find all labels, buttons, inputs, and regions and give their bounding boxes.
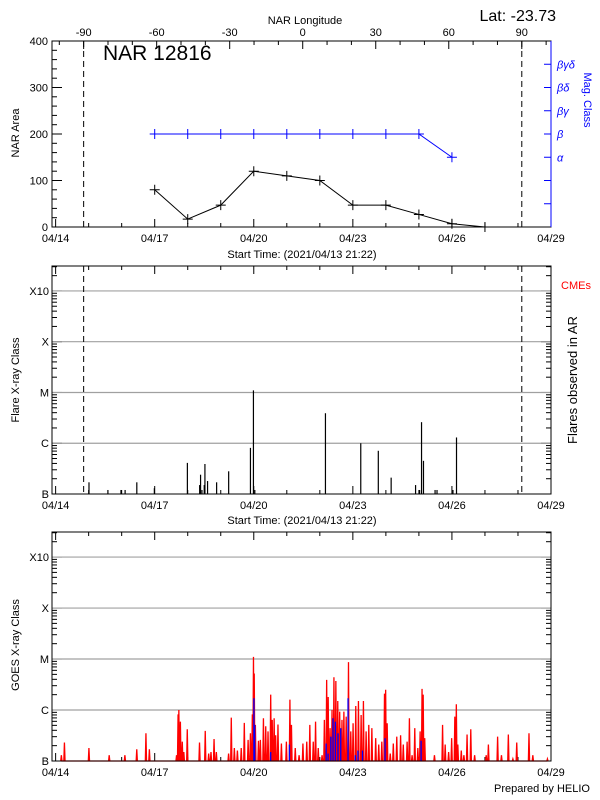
x-tick-label: 04/20: [240, 233, 268, 245]
nar-area-point: [413, 209, 424, 220]
longitude-tick-label: 90: [516, 27, 528, 39]
y-tick-label: 0: [42, 222, 48, 234]
y-tick-label: 400: [30, 36, 48, 48]
x-tick-label: 04/26: [438, 500, 466, 512]
x-tick-label: 04/17: [141, 500, 169, 512]
credit-label: Prepared by HELIO: [494, 783, 590, 795]
y-axis-label-flare-class: Flare X-ray Class: [10, 337, 22, 422]
x-tick-label: 04/14: [42, 767, 70, 779]
mag-class-point: [281, 129, 292, 139]
latitude-label: Lat: -23.73: [480, 8, 557, 25]
nar-area-point: [215, 200, 226, 211]
x-tick-label: 04/14: [42, 233, 70, 245]
x-tick-label: 04/29: [537, 767, 565, 779]
y-tick-label: X: [42, 603, 50, 615]
x-tick-label: 04/14: [42, 500, 70, 512]
x-tick-label: 04/26: [438, 233, 466, 245]
x-tick-label: 04/29: [537, 500, 565, 512]
mag-class-tick-label: β: [556, 129, 564, 141]
mag-class-tick-label: α: [557, 152, 564, 164]
mag-class-point: [248, 129, 259, 139]
mag-class-point: [413, 129, 424, 139]
y-tick-label: X: [42, 337, 50, 349]
mag-class-point: [380, 129, 391, 139]
y-tick-label: M: [40, 387, 49, 399]
y2-axis-label-flares: Flares observed in AR: [565, 316, 580, 444]
y-tick-label: 200: [30, 129, 48, 141]
longitude-tick-label: 0: [300, 27, 306, 39]
x-tick-label: 04/29: [537, 233, 565, 245]
top-axis-label: NAR Longitude: [268, 15, 343, 27]
y-axis-label-nar-area: NAR Area: [10, 108, 22, 158]
longitude-tick-label: -90: [76, 27, 92, 39]
x-tick-label: 04/23: [339, 500, 367, 512]
x-tick-label: 04/26: [438, 767, 466, 779]
panel-flares: B C M X X10 04/14 04/17 04/20 04/23 04/26 04/29: [29, 265, 565, 512]
x-tick-label: 04/20: [240, 500, 268, 512]
x-axis-label-panel2: Start Time: (2021/04/13 21:22): [227, 515, 376, 527]
y2-axis-label-mag-class: Mag. Class: [581, 72, 593, 128]
y-tick-label: C: [41, 438, 49, 450]
nar-area-point: [281, 170, 292, 181]
y-tick-label: B: [42, 756, 49, 768]
mag-class-point: [149, 129, 160, 139]
x-tick-label: 04/23: [339, 233, 367, 245]
nar-area-point: [182, 214, 193, 225]
y-tick-label: X10: [29, 286, 49, 298]
longitude-tick-label: -30: [222, 27, 238, 39]
y-tick-label: 100: [30, 176, 48, 188]
y-tick-label: X10: [29, 552, 49, 564]
x-tick-label: 04/17: [141, 767, 169, 779]
cme-label: CMEs: [561, 280, 591, 292]
x-tick-label: 04/17: [141, 233, 169, 245]
y-axis-label-goes-class: GOES X-ray Class: [10, 599, 22, 691]
nar-area-point: [347, 200, 358, 211]
mag-class-tick-label: βγδ: [556, 59, 576, 71]
nar-area-point: [248, 166, 259, 177]
y-tick-label: 300: [30, 83, 48, 95]
mag-class-point: [182, 129, 193, 139]
mag-class-tick-label: βδ: [556, 83, 570, 95]
x-tick-label: 04/23: [339, 767, 367, 779]
longitude-tick-label: -60: [149, 27, 165, 39]
longitude-tick-label: 60: [443, 27, 455, 39]
y-tick-label: B: [42, 489, 49, 501]
mag-class-point: [446, 152, 457, 163]
mag-class-point: [314, 129, 325, 139]
mag-class-tick-label: βγ: [556, 106, 570, 118]
y-tick-label: M: [40, 654, 49, 666]
chart-title: NAR 12816: [103, 42, 212, 65]
plot-frame: [51, 265, 552, 495]
plot-frame: [51, 531, 552, 762]
mag-class-line: [154, 133, 453, 158]
mag-class-point: [347, 129, 358, 139]
nar-area-point: [149, 184, 160, 195]
nar-area-point: [380, 200, 391, 211]
longitude-tick-label: 30: [370, 27, 382, 39]
y-tick-label: C: [41, 705, 49, 717]
nar-area-point: [314, 175, 325, 186]
x-tick-label: 04/20: [240, 767, 268, 779]
panel-goes: B C M X X10 04/14 04/17 04/20 04/23 04/26 04/29: [29, 531, 565, 779]
mag-class-point: [215, 129, 226, 139]
x-axis-label-panel1: Start Time: (2021/04/13 21:22): [227, 249, 376, 261]
